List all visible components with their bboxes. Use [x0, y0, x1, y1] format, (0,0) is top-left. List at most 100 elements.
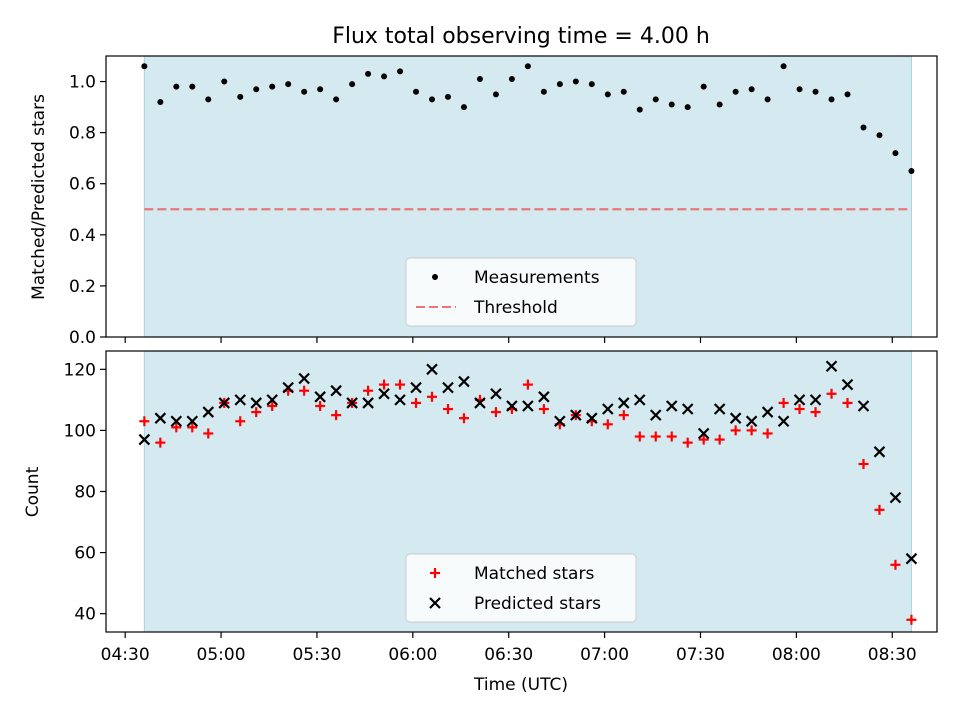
bottom-y-tick-label: 120 [64, 360, 96, 380]
matched-star-point [762, 428, 773, 439]
predicted-stars-points [138, 360, 918, 565]
predicted-star-point [298, 372, 310, 385]
matched-star-point [826, 388, 837, 399]
predicted-star-stroke-b [681, 403, 694, 415]
matched-star-point [602, 419, 613, 430]
matched-star-point [810, 407, 821, 418]
predicted-star-point [458, 375, 470, 388]
bottom-y-tick-label: 100 [64, 421, 96, 441]
measurement-point [524, 63, 531, 70]
predicted-star-stroke-b [570, 409, 582, 421]
bottom-x-tick-label: 05:30 [292, 645, 341, 665]
measurement-point [876, 132, 883, 139]
predicted-star-point [362, 397, 374, 409]
measurement-point [189, 83, 196, 90]
top-panel: 0.0 0.2 0.4 0.6 0.8 1.0 Matched/Predicted sta… [29, 55, 938, 348]
predicted-star-stroke-b [697, 427, 710, 440]
predicted-star-stroke-b [873, 446, 886, 458]
measurement-point [253, 86, 260, 93]
predicted-star-stroke-b [138, 433, 151, 446]
measurement-point [780, 63, 787, 70]
top-y-tick-label: 0.2 [69, 277, 96, 297]
predicted-star-stroke-b [202, 406, 215, 418]
predicted-star-stroke-b [602, 403, 614, 415]
predicted-star-stroke-b [841, 378, 854, 391]
predicted-star-stroke-b [889, 491, 902, 504]
predicted-star-point [202, 406, 215, 418]
predicted-star-point [777, 415, 790, 428]
predicted-star-point [138, 433, 151, 446]
predicted-star-point [889, 491, 902, 504]
measurement-point [269, 83, 276, 90]
predicted-star-point [570, 409, 582, 421]
predicted-star-point [250, 397, 262, 409]
matched-star-point [235, 416, 246, 427]
top-y-tick-label: 0.4 [69, 226, 96, 246]
bottom-y-axis-label: Count [23, 466, 43, 517]
matched-star-point [858, 459, 869, 470]
predicted-star-point [266, 394, 278, 406]
predicted-star-stroke-b [745, 415, 758, 428]
measurement-point [620, 88, 627, 95]
matched-star-point [315, 400, 326, 411]
predicted-star-point [793, 394, 806, 406]
predicted-star-point [761, 406, 774, 418]
predicted-star-stroke-b [793, 394, 806, 406]
measurement-point [684, 104, 691, 111]
predicted-star-point [218, 397, 231, 409]
predicted-star-point [857, 400, 870, 412]
matched-star-point [522, 379, 533, 390]
predicted-star-stroke-b [809, 394, 822, 406]
matched-star-point [842, 397, 853, 408]
predicted-star-point [282, 381, 294, 394]
measurement-point [812, 88, 819, 95]
predicted-star-stroke-b [777, 415, 790, 428]
predicted-star-point [809, 394, 822, 406]
predicted-star-stroke-b [266, 394, 278, 406]
predicted-star-stroke-b [506, 400, 518, 412]
measurement-point [572, 78, 579, 85]
measurement-point [652, 96, 659, 103]
matched-star-point [634, 431, 645, 442]
matched-star-point [778, 397, 789, 408]
matched-star-point [794, 404, 805, 415]
measurement-point [860, 124, 867, 131]
measurement-point [237, 93, 244, 100]
predicted-star-stroke-b [170, 415, 183, 428]
predicted-star-stroke-b [905, 552, 918, 565]
measurement-point [333, 96, 340, 103]
predicted-star-point [873, 446, 886, 458]
matched-star-point [251, 407, 262, 418]
measurement-point [460, 104, 467, 111]
measurement-point [828, 96, 835, 103]
predicted-star-stroke-b [378, 387, 390, 400]
matched-star-point [187, 422, 198, 433]
matched-star-point [890, 559, 901, 570]
predicted-star-stroke-b [586, 412, 598, 424]
matched-star-point [203, 428, 214, 439]
top-measurement-points [141, 63, 915, 174]
predicted-star-stroke-b [857, 400, 870, 412]
measurement-point [444, 93, 451, 100]
matched-star-point [442, 404, 453, 415]
top-y-axis-label: Matched/Predicted stars [29, 94, 49, 300]
predicted-star-point [633, 394, 646, 406]
matched-stars-legend-marker [430, 568, 440, 578]
predicted-star-point [825, 360, 838, 373]
measurement-point [301, 88, 308, 95]
predicted-star-point [713, 403, 726, 415]
matched-star-point [171, 422, 182, 433]
predicted-star-point [554, 415, 566, 428]
predicted-star-point [234, 394, 247, 406]
top-y-tick-label: 0.0 [69, 328, 96, 348]
predicted-star-point [170, 415, 183, 428]
predicted-star-point [330, 384, 342, 397]
predicted-star-stroke-b [522, 400, 534, 412]
matched-star-point [427, 391, 438, 402]
predicted-star-point [410, 381, 422, 394]
predicted-star-stroke-b [154, 412, 167, 424]
measurement-point [285, 81, 292, 88]
predicted-star-stroke-b [282, 381, 294, 394]
measurement-point [668, 101, 675, 108]
top-axes-frame [105, 55, 938, 338]
